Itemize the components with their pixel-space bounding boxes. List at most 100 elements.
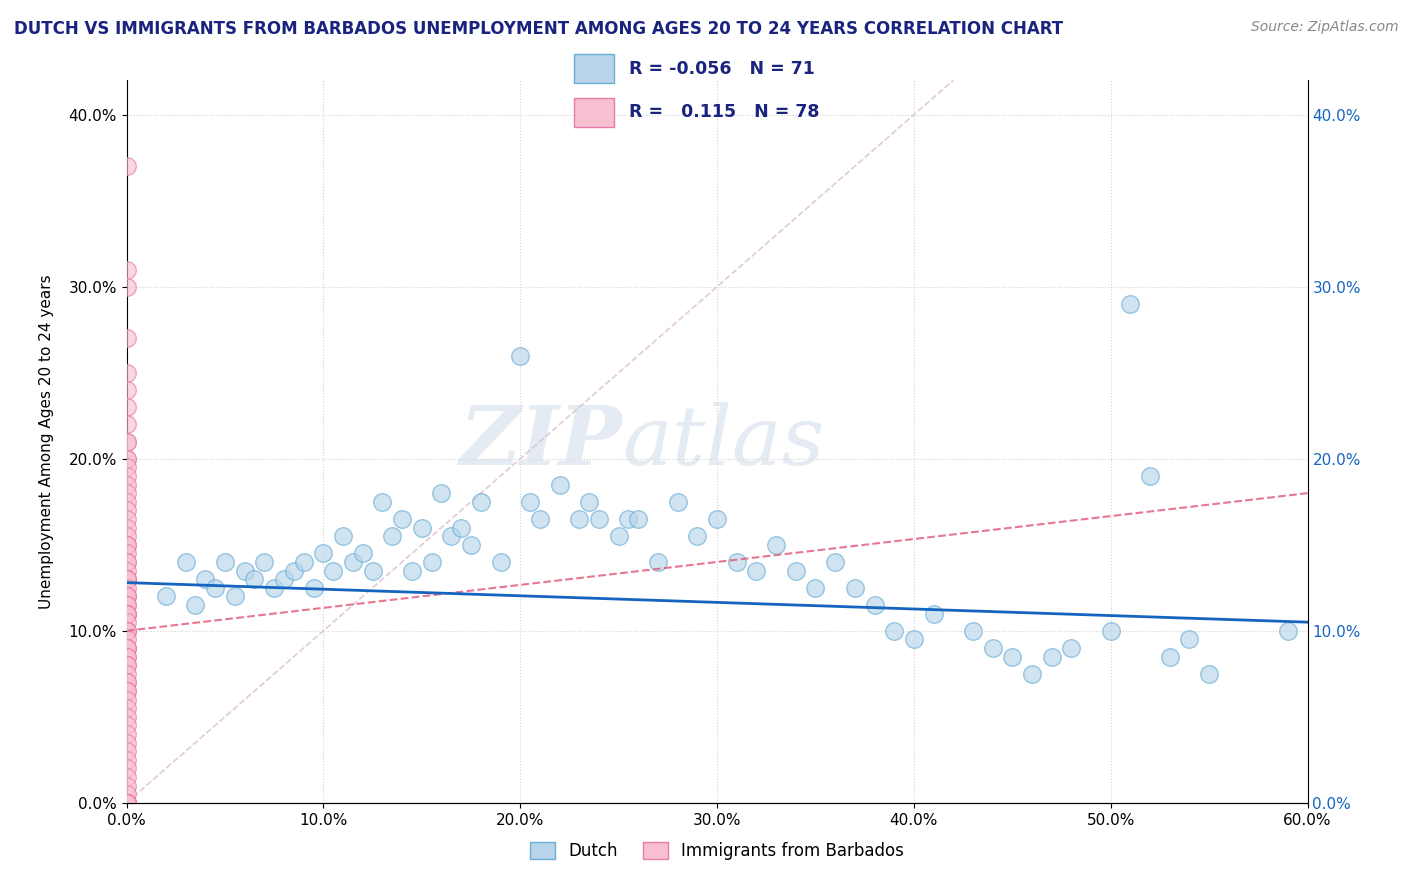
Point (765, 538, 787, 552)
Point (1060, 640, 1083, 655)
Legend: Dutch, Immigrants from Barbados: Dutch, Immigrants from Barbados (523, 835, 911, 867)
Point (115, 796, 138, 810)
Point (115, 727, 138, 741)
Bar (574, 98, 613, 127)
Point (115, 607, 138, 621)
Point (529, 512, 551, 526)
Point (115, 796, 138, 810)
Point (115, 572, 138, 586)
Point (115, 520, 138, 534)
Point (115, 658, 138, 673)
Point (420, 555, 443, 569)
Point (401, 564, 423, 578)
Point (115, 718, 138, 732)
Point (115, 469, 138, 483)
Point (115, 434, 138, 449)
Point (352, 546, 374, 560)
Point (115, 649, 138, 664)
Point (115, 590, 138, 604)
Point (233, 564, 256, 578)
Point (184, 598, 207, 612)
Point (115, 615, 138, 630)
Point (115, 417, 138, 432)
Point (115, 383, 138, 397)
Point (115, 607, 138, 621)
Point (617, 512, 640, 526)
Point (115, 624, 138, 638)
Point (115, 572, 138, 586)
Point (155, 590, 177, 604)
Y-axis label: Unemployment Among Ages 20 to 24 years: Unemployment Among Ages 20 to 24 years (39, 274, 55, 609)
Point (115, 331, 138, 345)
Point (115, 675, 138, 690)
Point (706, 512, 728, 526)
Point (883, 624, 905, 638)
Point (115, 796, 138, 810)
Text: ZIP: ZIP (460, 401, 623, 482)
Text: DUTCH VS IMMIGRANTS FROM BARBADOS UNEMPLOYMENT AMONG AGES 20 TO 24 YEARS CORRELA: DUTCH VS IMMIGRANTS FROM BARBADOS UNEMPL… (14, 20, 1063, 37)
Point (115, 581, 138, 595)
Point (509, 349, 531, 363)
Point (115, 451, 138, 466)
Point (745, 564, 768, 578)
Point (115, 796, 138, 810)
Text: R =   0.115   N = 78: R = 0.115 N = 78 (630, 103, 820, 121)
Point (115, 366, 138, 380)
Point (115, 796, 138, 810)
Point (115, 710, 138, 724)
Point (115, 640, 138, 655)
Point (115, 787, 138, 801)
Point (115, 658, 138, 673)
Bar (574, 54, 613, 83)
Point (115, 632, 138, 647)
Point (115, 486, 138, 500)
Text: R = -0.056   N = 71: R = -0.056 N = 71 (630, 60, 815, 78)
Point (115, 538, 138, 552)
Point (115, 262, 138, 277)
Point (273, 572, 295, 586)
Point (115, 546, 138, 560)
Point (115, 796, 138, 810)
Point (115, 753, 138, 767)
Point (115, 624, 138, 638)
Point (292, 555, 315, 569)
Point (115, 529, 138, 543)
Point (224, 590, 246, 604)
Point (214, 555, 236, 569)
Point (115, 761, 138, 775)
Point (115, 640, 138, 655)
Point (115, 692, 138, 706)
Point (115, 607, 138, 621)
Point (686, 529, 709, 543)
Point (361, 564, 384, 578)
Point (607, 529, 630, 543)
Point (115, 684, 138, 698)
Point (253, 555, 276, 569)
Point (115, 564, 138, 578)
Point (962, 624, 984, 638)
Point (440, 529, 463, 543)
Point (391, 512, 413, 526)
Point (627, 512, 650, 526)
Point (115, 640, 138, 655)
Point (1139, 469, 1161, 483)
Point (332, 529, 354, 543)
Point (243, 572, 266, 586)
Text: Source: ZipAtlas.com: Source: ZipAtlas.com (1251, 20, 1399, 34)
Point (578, 494, 600, 508)
Point (647, 555, 669, 569)
Point (588, 512, 610, 526)
Point (115, 770, 138, 784)
Point (489, 555, 512, 569)
Point (1159, 649, 1181, 664)
Point (470, 494, 492, 508)
Point (115, 555, 138, 569)
Point (460, 538, 482, 552)
Text: atlas: atlas (623, 401, 825, 482)
Point (115, 666, 138, 681)
Point (115, 779, 138, 793)
Point (450, 520, 472, 534)
Point (863, 598, 886, 612)
Point (312, 546, 335, 560)
Point (1021, 666, 1043, 681)
